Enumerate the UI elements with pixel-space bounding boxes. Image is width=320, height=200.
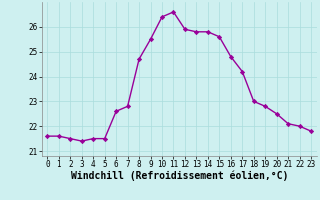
X-axis label: Windchill (Refroidissement éolien,°C): Windchill (Refroidissement éolien,°C) — [70, 171, 288, 181]
